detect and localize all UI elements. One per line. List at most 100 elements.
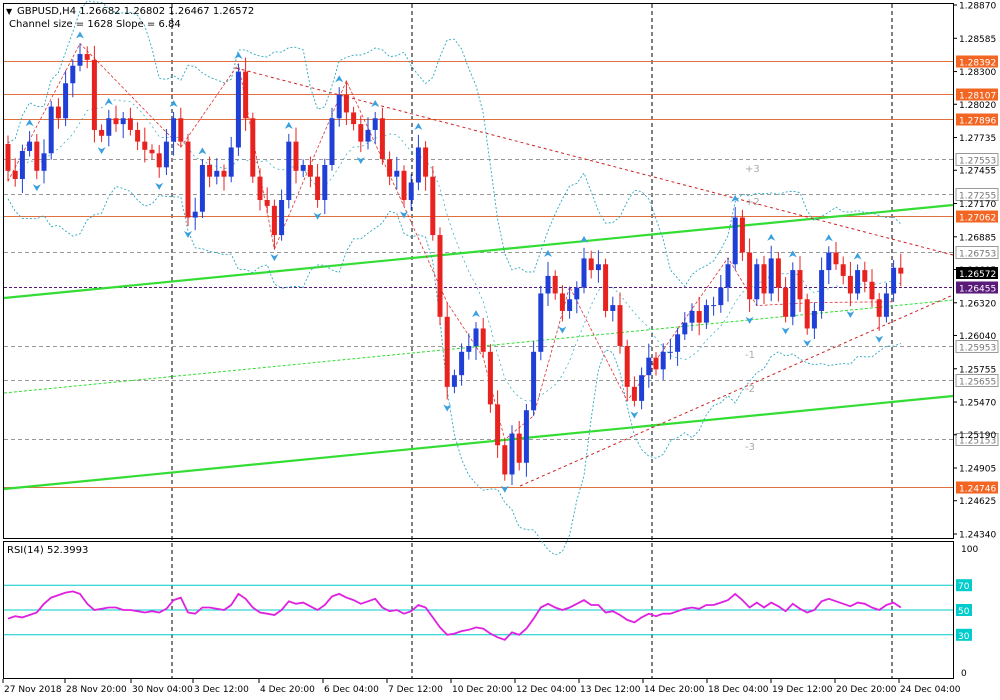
level-label-box bbox=[956, 55, 998, 68]
candle-bull bbox=[790, 270, 796, 317]
channel-offset-label: +3 bbox=[745, 164, 760, 175]
candle-bear bbox=[91, 59, 97, 130]
candle-bull bbox=[732, 217, 738, 265]
fractal-down-arrow bbox=[97, 147, 106, 155]
candle-bull bbox=[70, 65, 76, 84]
candle-bull bbox=[567, 299, 573, 311]
candle-bear bbox=[761, 264, 767, 294]
candle-bear bbox=[588, 258, 594, 271]
candle-bear bbox=[444, 316, 450, 387]
candle-bear bbox=[783, 287, 789, 317]
fractal-up-arrow bbox=[731, 195, 740, 203]
time-tick-label: 3 Dec 12:00 bbox=[194, 685, 249, 695]
candle-bull bbox=[891, 267, 897, 294]
level-label: 1.28392 bbox=[959, 59, 996, 69]
candle-bear bbox=[55, 106, 61, 119]
price-tick-label: 1.27455 bbox=[959, 167, 996, 177]
candle-bear bbox=[480, 328, 486, 352]
candle-bull bbox=[819, 270, 825, 311]
candle-bear bbox=[495, 404, 501, 446]
rsi-level-label: 50 bbox=[958, 607, 970, 617]
price-tick-label: 1.25190 bbox=[959, 431, 996, 441]
level-label-box bbox=[955, 153, 999, 166]
candle-bull bbox=[581, 258, 587, 288]
rsi-level-label: 30 bbox=[958, 632, 970, 642]
level-label-box bbox=[956, 113, 998, 126]
time-tick-label: 6 Dec 04:00 bbox=[324, 685, 379, 695]
candle-bear bbox=[869, 281, 875, 300]
price-tick-label: 1.26320 bbox=[959, 299, 996, 309]
channel-offset-label: -1 bbox=[745, 350, 755, 361]
candle-bull bbox=[300, 164, 306, 171]
candle-bull bbox=[718, 287, 724, 306]
candle-bull bbox=[120, 118, 126, 125]
time-tick-label: 20 Dec 20:00 bbox=[836, 685, 897, 695]
rsi-level-box bbox=[956, 628, 972, 641]
candle-bear bbox=[696, 310, 702, 323]
level-label: 1.25953 bbox=[959, 344, 996, 354]
candle-bear bbox=[552, 275, 558, 294]
candle-bear bbox=[250, 118, 256, 177]
channel-info: Channel size = 1628 Slope = 6.84 bbox=[9, 19, 181, 30]
price-tick-label: 1.28585 bbox=[959, 35, 996, 45]
fractal-down-arrow bbox=[630, 411, 639, 419]
candle-bear bbox=[343, 94, 349, 113]
candle-bull bbox=[336, 94, 342, 119]
candle-bull bbox=[322, 164, 328, 201]
candle-bull bbox=[163, 141, 169, 168]
candle-bear bbox=[5, 143, 11, 171]
fractal-up-arrow bbox=[767, 233, 776, 241]
candle-bear bbox=[876, 299, 882, 317]
channel-offset-label: +2 bbox=[745, 197, 760, 208]
candle-bull bbox=[279, 200, 285, 236]
candle-bull bbox=[192, 211, 198, 218]
candle-bear bbox=[257, 176, 263, 201]
rsi-pane-frame bbox=[3, 541, 954, 679]
candle-bear bbox=[833, 252, 839, 265]
candle-bear bbox=[862, 270, 868, 282]
candle-bear bbox=[84, 54, 90, 60]
candle-bear bbox=[315, 176, 321, 201]
symbol-menu-icon[interactable]: ▼ bbox=[6, 7, 13, 16]
rsi-level-label: 70 bbox=[958, 582, 970, 592]
fractal-up-arrow bbox=[824, 234, 833, 242]
time-tick-label: 28 Nov 20:00 bbox=[66, 685, 127, 695]
candle-bull bbox=[754, 264, 760, 300]
level-label-box bbox=[956, 210, 998, 223]
envelope-lower bbox=[7, 185, 901, 556]
level-label: 1.25153 bbox=[959, 437, 996, 447]
candle-bear bbox=[156, 153, 162, 168]
price-pane-frame bbox=[3, 3, 954, 539]
fractal-down-arrow bbox=[781, 327, 790, 335]
candle-bear bbox=[847, 275, 853, 294]
candle-bull bbox=[19, 150, 25, 179]
horizontal-levels: 1.28392 1.28107 1.27896 1.27553 1.27255 1.270… bbox=[4, 55, 999, 495]
candle-bull bbox=[235, 71, 241, 148]
candle-bull bbox=[811, 310, 817, 329]
candle-bear bbox=[185, 141, 191, 218]
candle-bear bbox=[149, 149, 155, 154]
candle-bull bbox=[48, 106, 54, 154]
fractal-up-arrow bbox=[76, 31, 84, 39]
channel-lower-line bbox=[3, 394, 954, 491]
candle-bear bbox=[603, 264, 609, 311]
time-tick-label: 27 Nov 2018 bbox=[4, 685, 62, 695]
fractal-down-arrow bbox=[500, 485, 509, 493]
candle-bear bbox=[264, 200, 270, 206]
candle-bear bbox=[437, 235, 443, 317]
vertical-grid bbox=[171, 4, 893, 678]
fractal-down-arrow bbox=[803, 339, 812, 347]
channel-median-line bbox=[3, 299, 954, 394]
channel-offset-label: -2 bbox=[745, 384, 755, 395]
level-label: 1.27896 bbox=[959, 117, 996, 127]
fractal-down-arrow bbox=[32, 184, 41, 192]
price-tick-label: 1.28300 bbox=[959, 68, 996, 78]
candle-bull bbox=[538, 293, 544, 352]
price-tick-label: 1.24905 bbox=[959, 465, 996, 475]
candle-bull bbox=[372, 118, 378, 130]
envelope-middle bbox=[7, 99, 901, 402]
candle-bull bbox=[27, 141, 33, 151]
fractal-up-arrow bbox=[104, 97, 113, 105]
candle-bull bbox=[667, 351, 673, 353]
candle-bear bbox=[12, 170, 18, 179]
